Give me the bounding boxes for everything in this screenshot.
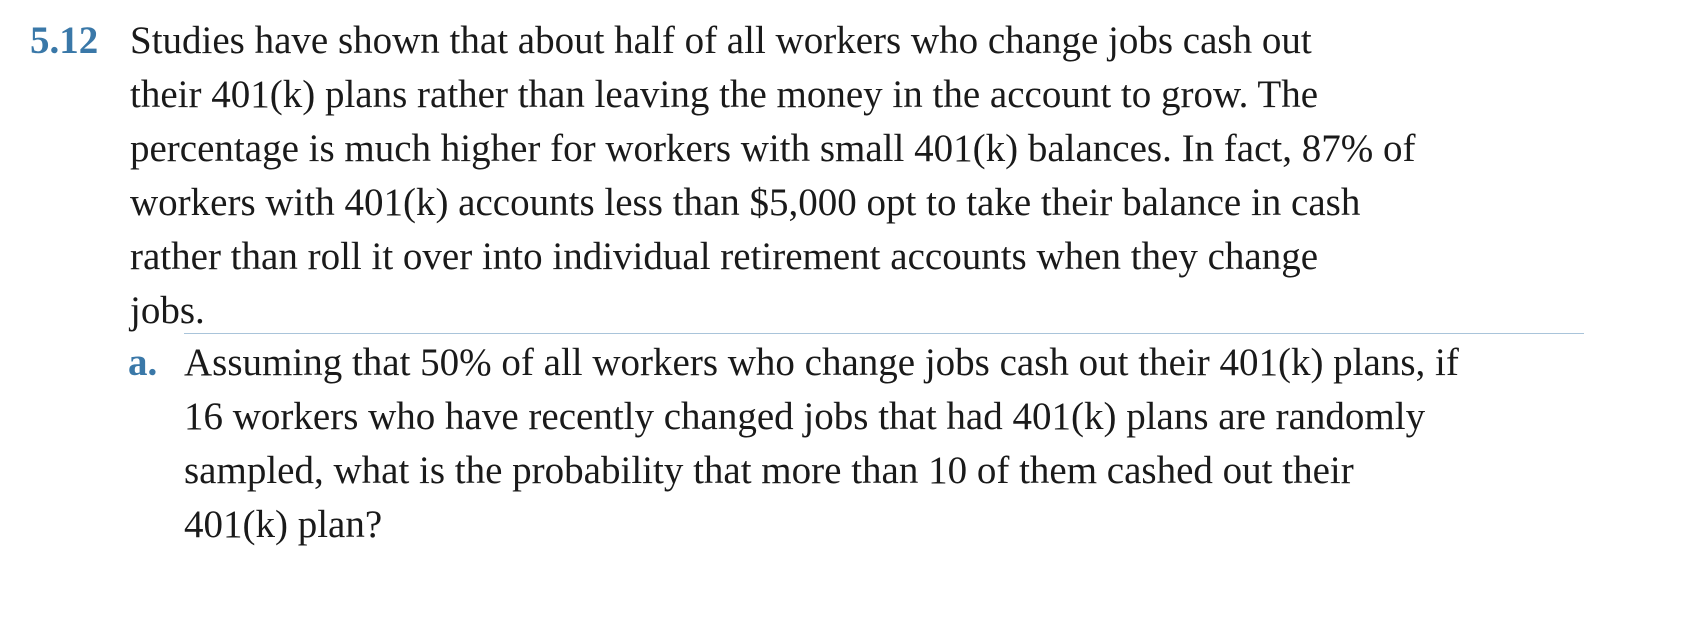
problem-line: their 401(k) plans rather than leaving t… xyxy=(130,73,1319,116)
problem-line: rather than roll it over into individual… xyxy=(130,235,1319,278)
problem-line: workers with 401(k) accounts less than $… xyxy=(130,181,1361,224)
part-a-line: 401(k) plan? xyxy=(184,503,383,546)
part-a: a. Assuming that 50% of all workers who … xyxy=(128,333,1658,552)
problem-number: 5.12 xyxy=(30,19,99,62)
divider-rule xyxy=(184,333,1584,334)
part-a-line: 16 workers who have recently changed job… xyxy=(184,395,1426,438)
problem-line: jobs. xyxy=(130,289,205,332)
problem-5-12: 5.12 Studies have shown that about half … xyxy=(30,14,1660,338)
part-a-question: Assuming that 50% of all workers who cha… xyxy=(184,336,1658,552)
part-a-label: a. xyxy=(128,341,158,384)
part-a-line: sampled, what is the probability that mo… xyxy=(184,449,1354,492)
problem-line: percentage is much higher for workers wi… xyxy=(130,127,1416,170)
problem-line: Studies have shown that about half of al… xyxy=(130,19,1312,62)
part-a-line: Assuming that 50% of all workers who cha… xyxy=(184,341,1459,384)
problem-statement: Studies have shown that about half of al… xyxy=(130,14,1610,338)
